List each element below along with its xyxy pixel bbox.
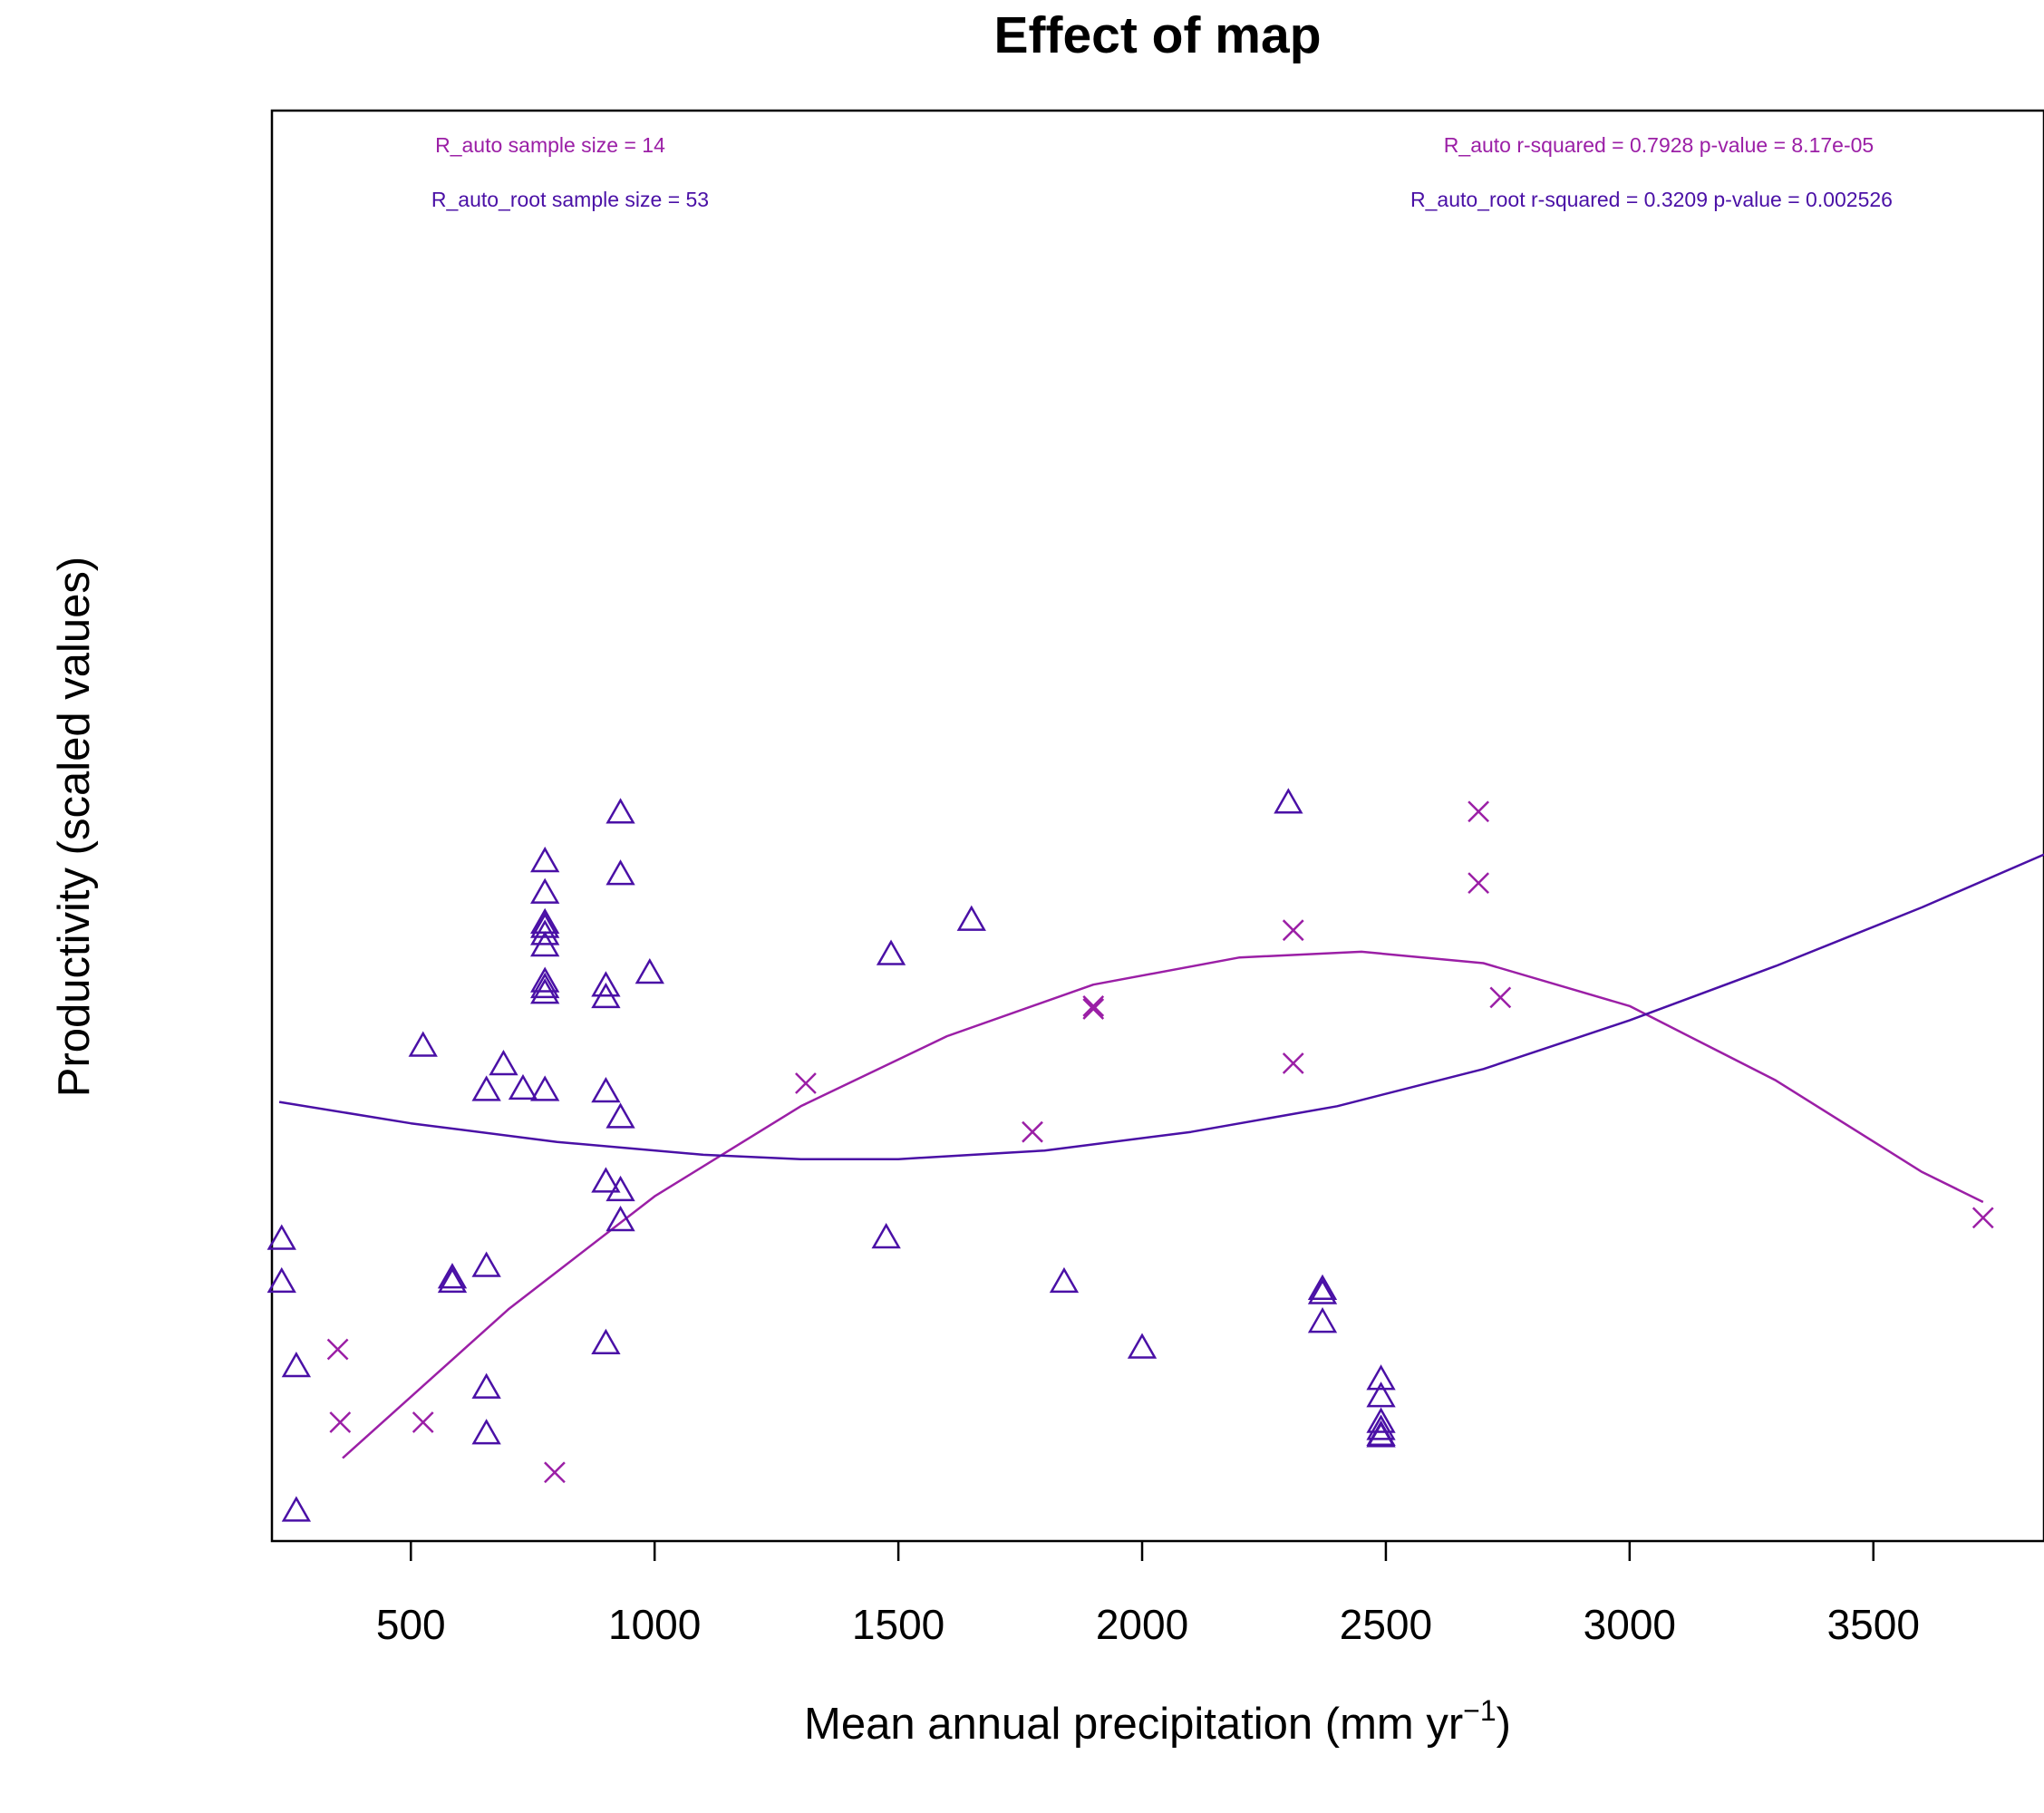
plot-frame [270,109,2044,1543]
triangle-point [266,1224,296,1250]
cross-point [1082,998,1105,1020]
triangle-point [266,1266,296,1294]
triangle-point [1366,1414,1396,1440]
y-axis-label: Productivity (scaled values) [50,557,99,1097]
triangle-point [605,1175,635,1202]
triangle-point [1307,1274,1338,1301]
triangle-point [871,1222,901,1249]
x-tick-label: 1000 [608,1601,701,1648]
cross-point [795,1072,817,1094]
triangle-point [530,966,560,993]
triangle-point [1366,1364,1396,1391]
triangle-point [281,1351,312,1378]
cross-point [329,1411,352,1433]
auto-stats-text: R_auto r-squared = 0.7928 p-value = 8.17… [1444,133,1874,157]
root-stats-text: R_auto_root r-squared = 0.3209 p-value =… [1410,188,1893,211]
root-sample-size-text: R_auto_root sample size = 53 [431,188,709,211]
triangle-point [508,1073,538,1100]
chart-title: Effect of map [993,6,1321,64]
fit-line [342,950,1984,1459]
triangle-point [876,939,906,965]
triangle-point [1127,1333,1158,1359]
x-axis: 500 1000 1500 2000 2500 3000 3500 [376,1541,1920,1648]
data-points [266,788,1994,1522]
triangle-point [471,1419,501,1445]
triangle-point [1366,1407,1396,1433]
triangle-point [530,912,560,938]
cross-point [1282,1052,1304,1074]
triangle-point [605,1102,635,1129]
triangle-point [530,1075,560,1101]
x-tick-label: 3000 [1584,1601,1676,1648]
triangle-point [605,798,635,824]
triangle-point [1366,1421,1396,1448]
cross-point [1468,872,1490,895]
cross-point [1282,919,1304,942]
triangle-point [471,1075,501,1101]
cross-point [412,1411,434,1433]
triangle-point [1049,1266,1080,1294]
cross-point [1468,800,1490,823]
triangle-point [471,1372,501,1399]
x-tick-label: 1500 [852,1601,945,1648]
triangle-point [530,978,560,1004]
triangle-point [281,1496,312,1522]
triangle-point [591,1167,621,1193]
x-tick-label: 3500 [1827,1601,1920,1648]
cross-point [1489,986,1512,1009]
triangle-point [1307,1278,1338,1304]
triangle-point [1274,788,1303,814]
triangle-point [437,1266,468,1294]
x-tick-label: 2500 [1340,1601,1432,1648]
triangle-point [956,905,986,931]
triangle-point [437,1263,468,1289]
cross-point [326,1338,349,1361]
triangle-point [605,1206,635,1232]
triangle-point [1307,1307,1338,1333]
cross-point [1022,1120,1043,1143]
triangle-point [530,972,560,999]
triangle-point [408,1031,438,1057]
triangle-point [530,919,560,945]
triangle-point [591,982,621,1009]
triangle-point [605,859,635,886]
cross-point [1971,1207,1994,1229]
x-axis-label-sup: −1 [1463,1694,1496,1727]
triangle-point [530,931,560,957]
triangle-point [591,1076,621,1103]
fit-lines [278,853,2044,1459]
triangle-point [471,1251,501,1277]
triangle-point [530,846,560,873]
cross-point [544,1461,566,1484]
triangle-point [530,877,560,904]
x-axis-label-close: ) [1497,1700,1511,1749]
x-axis-label-main: Mean annual precipitation (mm yr [804,1700,1463,1749]
triangle-point [489,1050,518,1076]
x-tick-label: 500 [376,1601,446,1648]
fit-line [278,853,2044,1160]
triangle-point [591,1328,621,1354]
x-axis-label: Mean annual precipitation (mm yr−1) [804,1694,1511,1749]
auto-sample-size-text: R_auto sample size = 14 [435,133,665,157]
cross-point [1082,994,1105,1017]
triangle-point [635,958,664,984]
triangle-point [1366,1382,1396,1408]
x-tick-label: 2000 [1096,1601,1188,1648]
triangle-point [591,971,621,997]
